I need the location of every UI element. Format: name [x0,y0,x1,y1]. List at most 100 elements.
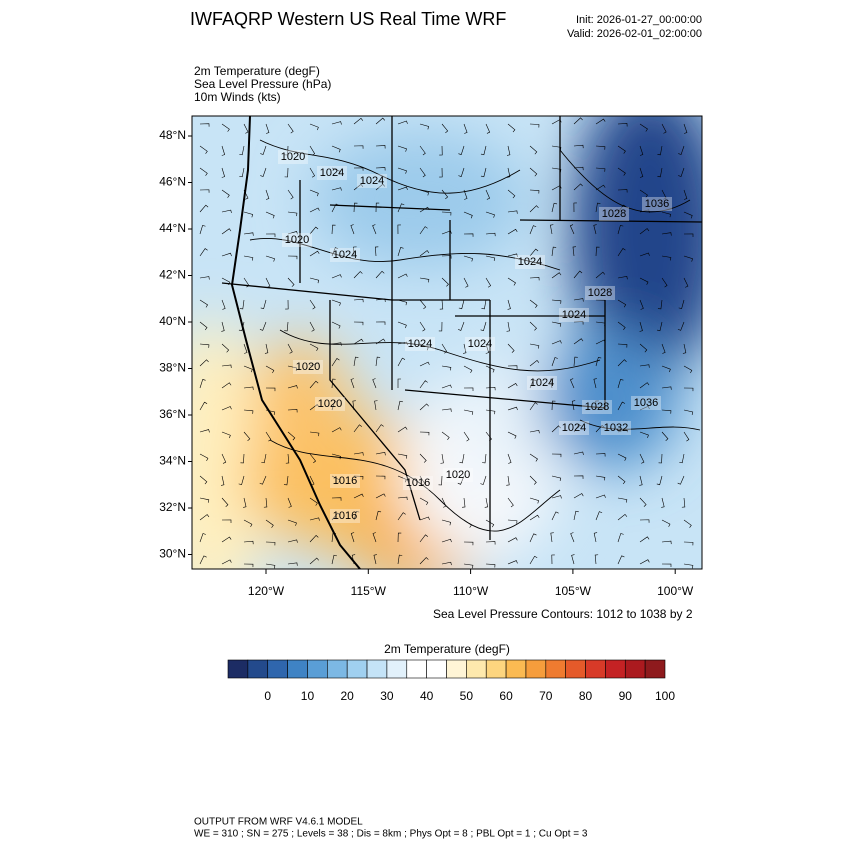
wind-barb [458,299,465,310]
wind-barb [683,211,693,219]
wind-barb [639,252,650,257]
contour-label: 1024 [408,338,432,350]
wind-barb [661,563,672,568]
wind-barb [375,356,381,367]
contour-label: 1024 [333,249,357,261]
wind-barb [353,298,364,303]
wind-barb [221,277,231,286]
wind-barb [551,321,562,327]
wind-barb [657,167,663,178]
wind-barb [463,387,474,391]
wind-barb [287,123,294,134]
wind-barb [617,145,626,154]
wind-barb [529,277,540,281]
wind-barb [353,183,364,191]
wind-barb [375,451,386,456]
contour-label-box [317,166,347,180]
wind-barb [595,494,606,499]
colorbar-box [585,659,606,679]
colorbar-tick-label: 70 [539,689,553,703]
wind-barb [617,204,627,213]
wind-barb [309,380,319,389]
wind-barb [595,118,606,125]
map-frame [191,115,703,570]
wind-barb [199,299,209,308]
contour-label-box [465,337,495,351]
wind-barb [573,183,583,191]
wind-barb [682,343,687,354]
wind-barb [309,299,316,310]
wind-barb [639,475,643,486]
wind-barb [264,343,269,354]
contour-label-box [278,150,308,164]
wind-barb [529,497,540,504]
wind-barb [551,357,558,367]
map-lines [199,116,702,569]
wind-barb [617,453,627,461]
wind-barb [529,225,537,235]
wind-barb [595,202,601,213]
colorbar-title: 2m Temperature (degF) [384,642,510,656]
wind-barb [656,321,663,332]
contour-label: 1028 [602,208,626,220]
wind-barb [595,167,606,172]
contour-label-box [293,360,323,374]
wind-barb [441,123,449,134]
wind-barb [199,514,210,521]
wind-barb [661,255,672,261]
wind-barb [287,211,298,217]
wind-barb [639,189,648,198]
wind-barb [419,497,429,506]
colorbar-tick-label: 50 [460,689,474,703]
wind-barb [551,272,562,279]
wind-barb [485,277,492,288]
colorbar-box [624,659,646,679]
wind-barb [617,321,626,330]
wind-barb [593,378,597,389]
wind-barb [331,342,342,346]
init-time: Init: 2026-01-27_00:00:00 [576,14,702,26]
wind-barb [243,540,254,545]
wind-barb [507,519,518,524]
wind-barb [485,519,495,528]
wind-barb [551,511,559,521]
wind-barb [419,321,426,332]
wind-barb [639,431,649,438]
wind-barb [441,277,449,287]
wind-barb [221,406,232,411]
colorbar-tick-label: 20 [341,689,355,703]
wind-barb [441,561,452,566]
lat-label: 48°N [159,128,186,142]
wind-barb [243,189,249,200]
wind-barb [594,554,599,565]
wind-barb [221,364,232,368]
wind-barb [199,359,209,367]
wind-barb [243,563,254,568]
wind-barb [529,321,537,331]
wind-barb [573,356,578,367]
wind-barb [463,541,474,546]
lat-label: 36°N [159,407,186,421]
wind-barb [441,211,452,216]
wind-barb [353,475,364,480]
colorbar-box [287,659,308,679]
wind-barb [419,226,428,235]
wind-barb [350,378,355,389]
title: IWFAQRP Western US Real Time WRF [190,9,506,29]
wind-barb [331,224,336,235]
wind-barb [287,189,294,200]
wind-barb [658,453,663,464]
wind-barb [419,299,427,310]
wind-barb [199,555,207,565]
contour-label: 1036 [634,397,658,409]
colorbar-tick-label: 0 [264,689,271,703]
wind-barb [485,232,496,237]
wind-barb [419,167,426,178]
wind-barb [350,532,355,543]
wind-barb [595,145,606,150]
wind-barb [265,233,276,237]
wind-barb [617,123,628,127]
wind-barb [243,431,251,442]
wind-barb [485,343,490,354]
wind-barb [238,475,245,486]
